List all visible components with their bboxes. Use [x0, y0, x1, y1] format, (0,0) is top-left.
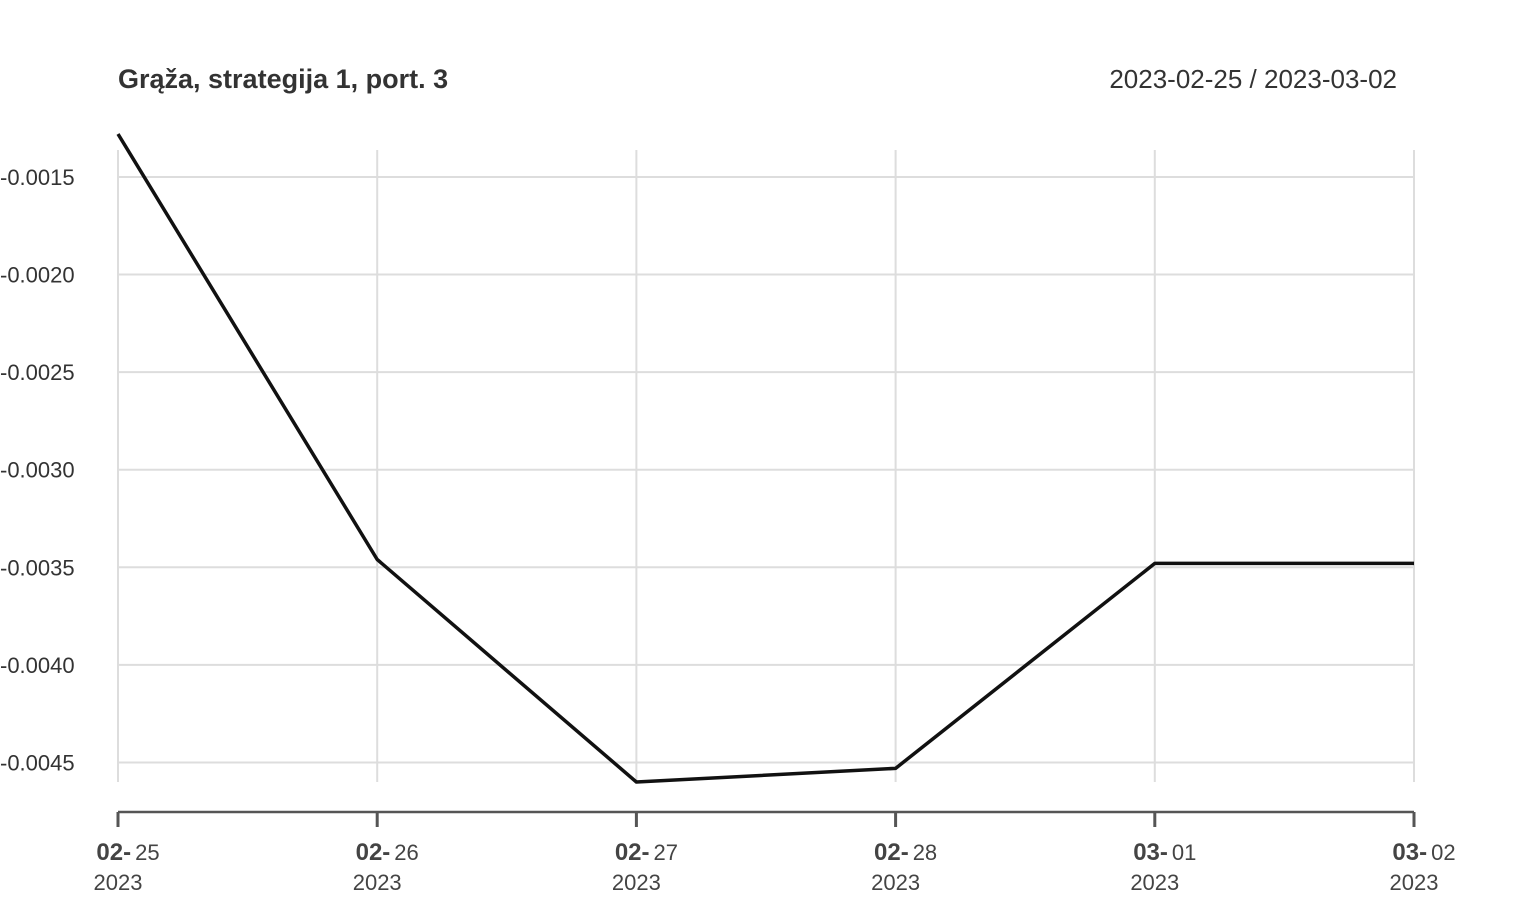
y-tick-label: -0.0040: [0, 653, 75, 678]
x-tick-label: 03- 02: [1392, 839, 1455, 866]
x-tick-label: 02- 26: [356, 839, 419, 866]
y-tick-label: -0.0030: [0, 458, 75, 483]
x-tick-label: 02- 25: [96, 839, 159, 866]
y-tick-label: -0.0025: [0, 360, 75, 385]
x-tick-year-label: 2023: [871, 870, 920, 895]
y-tick-label: -0.0015: [0, 165, 75, 190]
y-tick-label: -0.0020: [0, 263, 75, 288]
x-tick-year-label: 2023: [94, 870, 143, 895]
date-range-label: 2023-02-25 / 2023-03-02: [1109, 64, 1397, 94]
x-axis: 02- 25 2023 02- 26 2023 02- 27 2023 02- 28 2023 03- 0…: [94, 810, 1456, 895]
series-line: [116, 133, 1414, 784]
chart-title: Grąža, strategija 1, port. 3: [118, 64, 448, 94]
grid: [117, 150, 1415, 782]
y-tick-label: -0.0045: [0, 750, 75, 775]
y-axis: -0.0015 -0.0020 -0.0025 -0.0030 -0.0035 -0.00…: [0, 165, 75, 776]
x-tick-year-label: 2023: [612, 870, 661, 895]
x-tick-label: 02- 28: [874, 839, 937, 866]
x-tick-label: 03- 01: [1133, 839, 1196, 866]
x-tick-year-label: 2023: [1390, 870, 1439, 895]
y-tick-label: -0.0035: [0, 555, 75, 580]
x-tick-year-label: 2023: [353, 870, 402, 895]
x-tick-year-label: 2023: [1130, 870, 1179, 895]
x-tick-label: 02- 27: [615, 839, 678, 866]
series-layer: [116, 133, 1414, 784]
